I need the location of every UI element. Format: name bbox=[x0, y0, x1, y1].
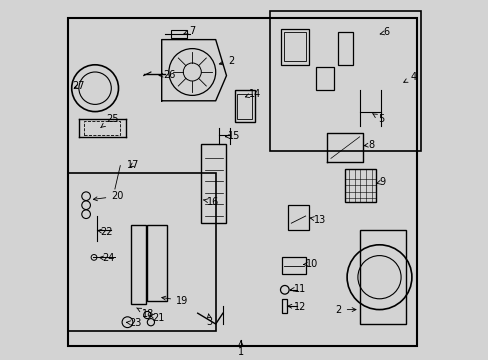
Text: 18: 18 bbox=[136, 308, 154, 319]
Bar bbox=[237, 94, 251, 119]
Text: 1: 1 bbox=[237, 341, 244, 357]
Text: 21: 21 bbox=[149, 312, 165, 323]
Text: 14: 14 bbox=[245, 89, 261, 99]
Bar bbox=[147, 225, 167, 301]
Bar bbox=[68, 173, 215, 331]
Text: 4: 4 bbox=[403, 72, 415, 82]
Text: 9: 9 bbox=[376, 177, 385, 187]
Text: 16: 16 bbox=[203, 197, 219, 207]
Text: 10: 10 bbox=[303, 258, 318, 269]
Bar bbox=[280, 29, 309, 65]
Text: 25: 25 bbox=[101, 114, 118, 127]
Bar bbox=[345, 169, 375, 202]
Text: 23: 23 bbox=[126, 318, 142, 328]
Text: 26: 26 bbox=[159, 69, 176, 80]
Bar bbox=[84, 121, 120, 135]
Bar bbox=[235, 90, 255, 122]
Text: 15: 15 bbox=[225, 131, 240, 141]
Text: 22: 22 bbox=[97, 227, 113, 237]
Text: 24: 24 bbox=[99, 253, 115, 264]
Text: 12: 12 bbox=[287, 302, 306, 312]
Text: 3: 3 bbox=[206, 314, 212, 327]
Bar bbox=[282, 257, 305, 274]
Bar bbox=[337, 32, 352, 65]
Text: 27: 27 bbox=[72, 81, 85, 91]
Bar bbox=[170, 30, 186, 38]
Bar bbox=[287, 205, 309, 230]
Bar bbox=[282, 299, 286, 313]
Text: 8: 8 bbox=[364, 140, 374, 150]
Bar bbox=[269, 11, 420, 151]
Bar bbox=[131, 225, 145, 304]
Bar bbox=[359, 230, 406, 324]
Text: 20: 20 bbox=[93, 191, 123, 201]
Bar bbox=[201, 144, 226, 223]
Text: 2: 2 bbox=[335, 305, 355, 315]
Text: 19: 19 bbox=[162, 296, 188, 306]
Text: 11: 11 bbox=[290, 284, 306, 294]
Text: 13: 13 bbox=[309, 215, 325, 225]
Bar bbox=[284, 32, 305, 61]
Text: 6: 6 bbox=[379, 27, 388, 37]
Bar bbox=[316, 67, 334, 90]
Text: 2: 2 bbox=[219, 56, 234, 66]
Text: 5: 5 bbox=[372, 113, 383, 124]
Text: 17: 17 bbox=[126, 160, 139, 170]
Text: 7: 7 bbox=[183, 26, 195, 36]
